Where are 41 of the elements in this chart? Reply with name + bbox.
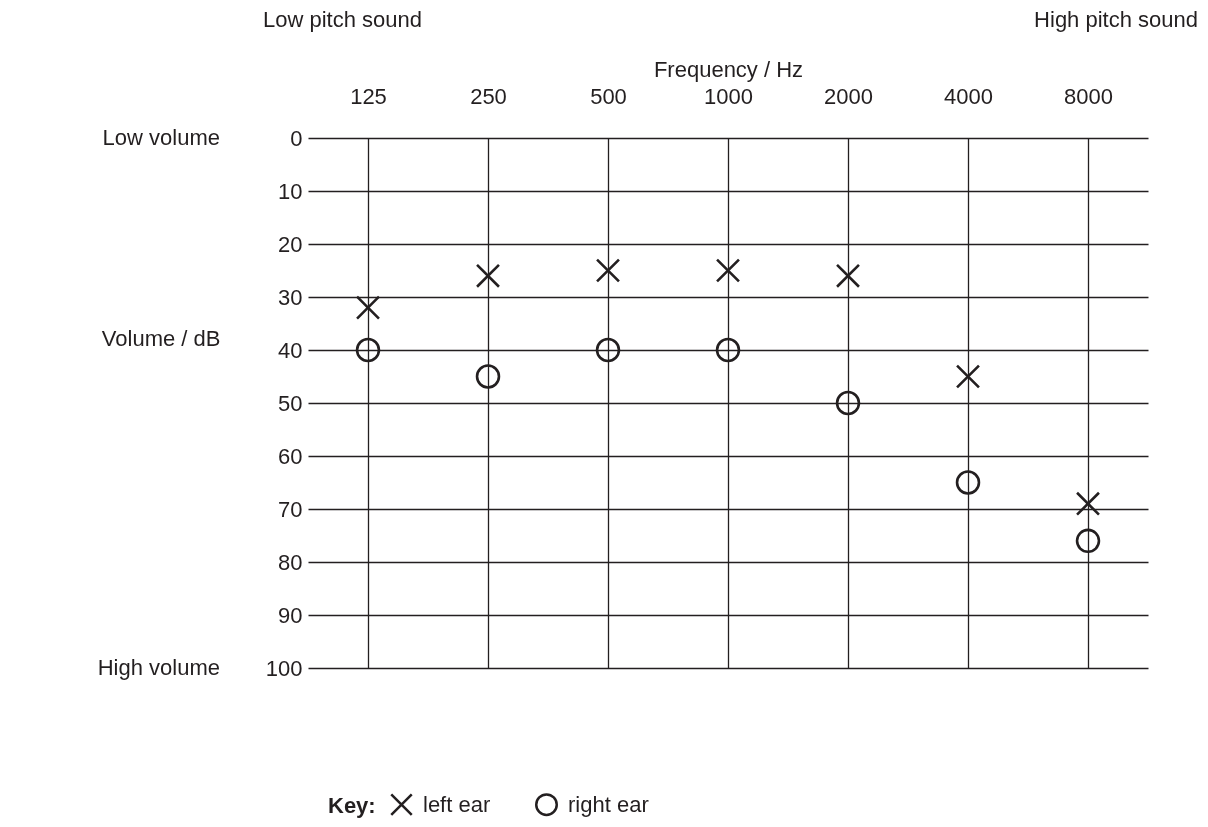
y-tick-label: 90 (278, 602, 303, 628)
point (475, 364, 501, 389)
point (835, 390, 861, 416)
point (595, 258, 621, 283)
x-tick-label: 125 (350, 83, 387, 109)
y-tick-label: 100 (265, 655, 303, 681)
text: High pitch sound (1034, 7, 1198, 32)
point (1075, 491, 1101, 516)
point (955, 364, 981, 389)
point (715, 337, 741, 363)
y-tick-label: 60 (278, 443, 303, 469)
x-tick-label: 250 (470, 83, 507, 109)
x-tick-label: 2000 (824, 83, 873, 109)
y-axis-title: Volume / dB (101, 325, 221, 351)
point (355, 295, 381, 320)
y-tick-label: 40 (278, 337, 303, 363)
x-tick-label: 500 (590, 83, 627, 109)
text: High volume (97, 655, 220, 680)
point (475, 263, 501, 289)
y-tick-label: 70 (278, 496, 303, 522)
point (835, 263, 861, 289)
legend-title: Key: (328, 793, 376, 818)
text: Low pitch sound (263, 7, 422, 32)
x-tick-label: 4000 (944, 83, 993, 109)
x-tick-label: 8000 (1064, 83, 1113, 109)
y-tick-label: 80 (278, 549, 303, 575)
point (595, 337, 621, 363)
x-axis-title: Frequency / Hz (653, 56, 804, 82)
y-tick-label: 10 (278, 178, 303, 204)
y-tick-label: 50 (278, 390, 303, 416)
point (955, 470, 981, 495)
text: Low volume (102, 125, 220, 150)
legend-label: left ear (423, 791, 491, 817)
y-tick-label: 0 (290, 125, 303, 151)
legend-label: right ear (568, 791, 649, 817)
y-tick-label: 30 (278, 284, 303, 310)
y-tick-label: 20 (278, 231, 303, 257)
point (715, 258, 741, 283)
point (1075, 528, 1101, 554)
point (355, 337, 381, 363)
x-tick-label: 1000 (704, 83, 753, 109)
